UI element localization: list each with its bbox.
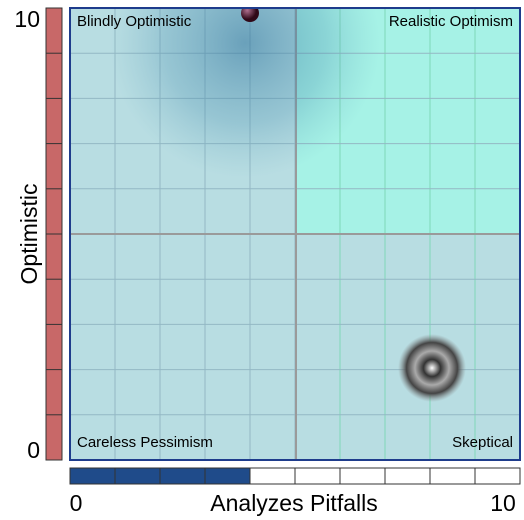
page: {"x_axis": {"label": "Analyzes Pitfalls"… [0, 0, 524, 520]
quadrant-label: Realistic Optimism [389, 13, 513, 30]
x-axis-label: Analyzes Pitfalls [210, 490, 377, 516]
quadrant-widget: Blindly Optimistic Realistic Optimism Ca… [0, 0, 524, 520]
y-min-label: 0 [27, 437, 40, 463]
y-axis-label: Optimistic [16, 184, 42, 285]
quadrant-label: Careless Pessimism [77, 434, 213, 451]
quadrant-label: Blindly Optimistic [77, 13, 192, 30]
x-max-label: 10 [490, 490, 516, 516]
marker [241, 4, 259, 22]
x-min-label: 0 [70, 490, 83, 516]
quadrant-label: Skeptical [452, 434, 513, 451]
spiral-decoration [398, 334, 466, 402]
y-max-label: 10 [14, 6, 40, 32]
